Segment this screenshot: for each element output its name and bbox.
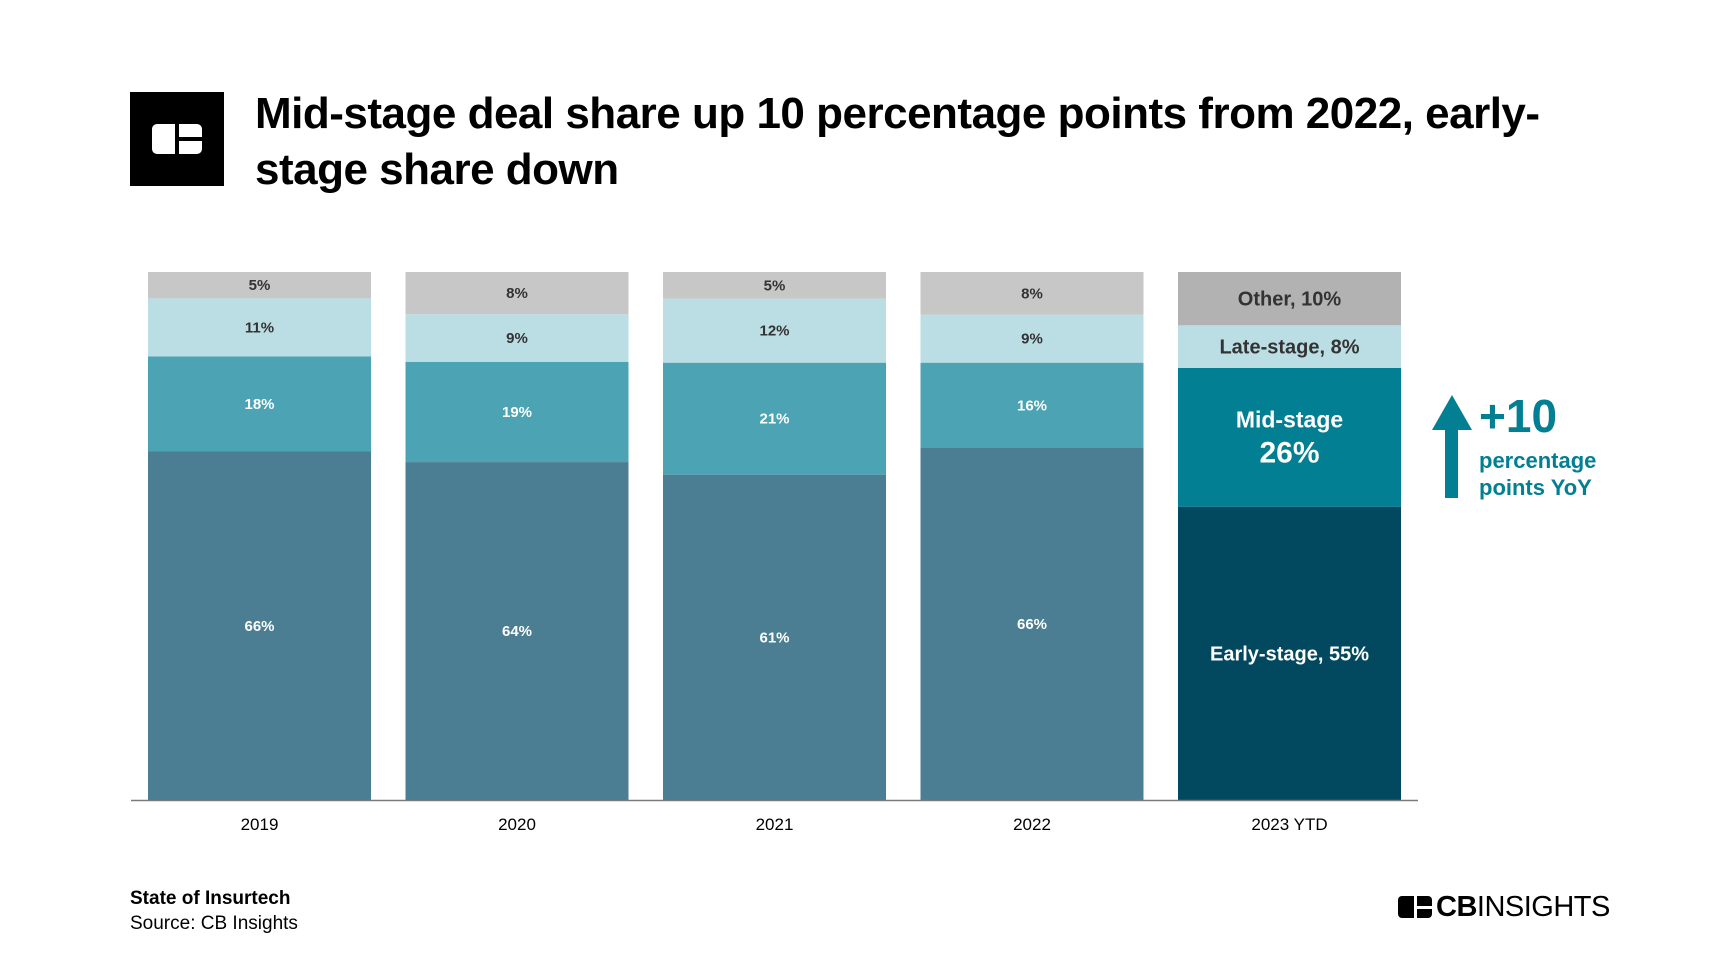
- bar-early-3: [663, 474, 886, 800]
- data-label-early-4: 66%: [1017, 616, 1047, 633]
- data-label-early-5: Early-stage, 55%: [1210, 643, 1369, 665]
- data-label-other-3: 5%: [764, 277, 786, 294]
- x-tick-label-3: 2021: [756, 815, 794, 834]
- data-label-mid-5-name: Mid-stage: [1236, 406, 1343, 432]
- data-label-late-1: 11%: [245, 319, 274, 336]
- bar-mid-3: [663, 362, 886, 475]
- data-label-early-3: 61%: [759, 629, 789, 646]
- data-label-mid-2: 19%: [502, 404, 532, 421]
- bar-late-5: [1178, 325, 1401, 368]
- bar-late-1: [148, 298, 371, 357]
- arrow-up-shaft: [1445, 428, 1458, 498]
- cb-mark-icon: [1398, 896, 1432, 918]
- report-title: State of Insurtech: [130, 888, 291, 909]
- cb-logo-icon: [152, 124, 202, 154]
- bar-mid-2: [405, 361, 629, 463]
- bar-other-4: [920, 272, 1144, 315]
- data-label-early-1: 66%: [244, 618, 274, 635]
- data-label-mid-3: 21%: [759, 411, 789, 428]
- bar-early-1: [148, 451, 371, 800]
- x-tick-label-2: 2020: [498, 815, 536, 834]
- data-label-mid-4: 16%: [1017, 397, 1047, 414]
- data-label-mid-1: 18%: [244, 396, 274, 413]
- bar-mid-5: [1178, 368, 1401, 507]
- bar-mid-1: [148, 356, 371, 452]
- data-label-late-5: Late-stage, 8%: [1219, 337, 1359, 359]
- bar-late-2: [405, 314, 629, 362]
- bar-other-5: [1178, 272, 1401, 326]
- annotation-line1: percentage: [1479, 448, 1596, 473]
- data-label-other-2: 8%: [506, 285, 528, 302]
- bar-other-3: [663, 272, 886, 299]
- bar-late-4: [920, 314, 1144, 363]
- data-label-late-3: 12%: [759, 323, 789, 340]
- annotation-value: +10: [1479, 390, 1557, 442]
- data-label-other-4: 8%: [1021, 285, 1043, 302]
- x-tick-label-1: 2019: [241, 815, 279, 834]
- bar-early-5: [1178, 506, 1401, 800]
- source-note: Source: CB Insights: [130, 913, 298, 934]
- bar-late-3: [663, 298, 886, 363]
- bar-early-4: [920, 448, 1144, 800]
- page-title: Mid-stage deal share up 10 percentage po…: [255, 89, 1540, 194]
- bar-early-2: [405, 462, 629, 800]
- annotation-line2: points YoY: [1479, 475, 1592, 500]
- data-label-late-4: 9%: [1021, 331, 1043, 348]
- data-label-early-2: 64%: [502, 623, 532, 640]
- x-tick-label-4: 2022: [1013, 815, 1051, 834]
- brand-bold: CB: [1436, 891, 1477, 923]
- data-label-other-5: Other, 10%: [1238, 289, 1342, 311]
- data-label-mid-5-value: 26%: [1259, 436, 1319, 469]
- data-label-late-2: 9%: [506, 330, 528, 347]
- bar-mid-4: [920, 362, 1144, 448]
- arrow-up-icon: [1432, 395, 1472, 430]
- data-label-other-1: 5%: [249, 277, 271, 294]
- x-tick-label-5: 2023 YTD: [1251, 815, 1327, 834]
- brand-wordmark: CBINSIGHTS: [1398, 892, 1610, 922]
- brand-light: INSIGHTS: [1476, 891, 1610, 923]
- bar-other-1: [148, 272, 371, 299]
- bar-other-2: [405, 272, 629, 315]
- cb-insights-logo: [130, 92, 224, 186]
